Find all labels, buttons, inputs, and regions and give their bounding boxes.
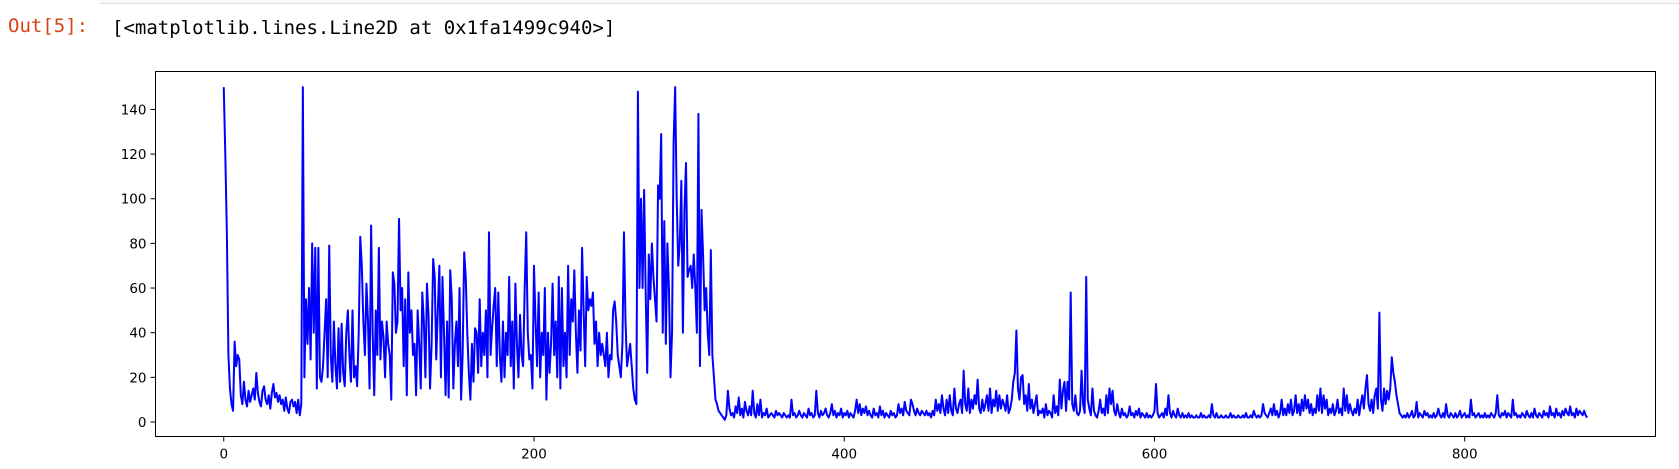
series-layer: [222, 86, 1589, 421]
y-tick-label: 140: [121, 102, 147, 118]
y-axis: 0 20 40 60 80 100 120 140: [121, 102, 156, 431]
y-tick-label: 0: [138, 415, 147, 431]
x-tick-label: 200: [521, 447, 547, 463]
y-tick-label: 40: [129, 326, 146, 342]
x-axis: 0 200 400 600 800: [219, 436, 1478, 463]
x-tick-label: 800: [1452, 447, 1478, 463]
output-prompt: Out[5]:: [8, 15, 89, 37]
series-line: [222, 86, 1589, 421]
y-tick-label: 80: [129, 236, 146, 252]
y-tick-label: 100: [121, 192, 147, 208]
y-tick-label: 20: [129, 370, 146, 386]
cell-top-border: [100, 0, 1679, 4]
y-tick-label: 120: [121, 147, 147, 163]
x-tick-label: 0: [219, 447, 228, 463]
x-tick-label: 600: [1142, 447, 1168, 463]
output-repr-text: [<matplotlib.lines.Line2D at 0x1fa1499c9…: [112, 17, 616, 39]
plot-frame: [155, 71, 1656, 437]
x-tick-label: 400: [831, 447, 857, 463]
y-tick-label: 60: [129, 281, 146, 297]
